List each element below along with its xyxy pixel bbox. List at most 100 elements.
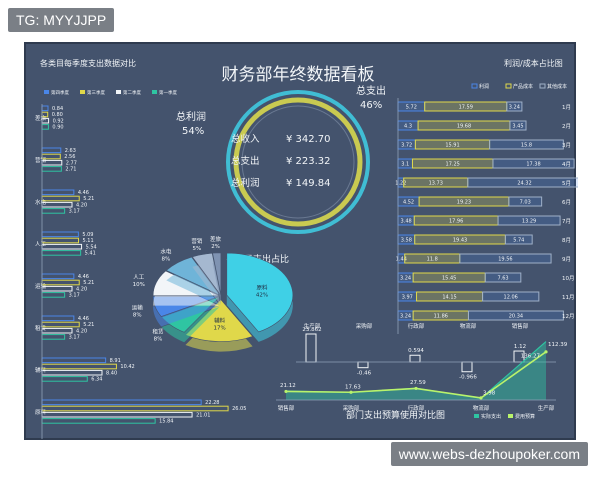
quarter-category-label: 原料 [35,408,47,416]
quarter-bar-label: 0.90 [52,125,63,131]
line-budget-point [349,390,353,394]
profit-cost-segment [482,291,540,302]
quarter-bar-label: 5.09 [82,232,93,238]
quarter-bar [41,105,49,112]
expense-pct: 46% [360,100,382,111]
line-value-label: 136.27 [521,354,541,360]
quarter-bar [41,321,80,328]
pie-slice-pct: 5% [193,246,202,252]
quarter-legend-swatch [44,90,49,94]
quarter-category-label: 租赁 [35,324,47,332]
profit-cost-segment-label: 19.43 [453,238,467,244]
line-category-label: 销售部 [278,404,295,412]
profit-cost-chart-title: 利润/成本占比图 [504,58,563,68]
quarter-bar-label: 5.54 [86,244,97,250]
quarter-bar-label: 2.77 [66,160,77,166]
profit-cost-segment-label: 3.48 [401,219,412,225]
summary-rows: 总收入 ¥ 342.70 总支出 ¥ 223.32 总利润 ¥ 149.84 [231,133,331,189]
profit-cost-legend-label: 产品成本 [513,83,533,90]
profit-cost-segment-label: 15.8 [521,143,532,149]
quarter-bar-label: 5.21 [83,322,94,328]
quarter-bar [41,166,62,172]
quarter-category-label: 辅料 [35,366,47,374]
line-category-label: 生产部 [538,404,555,412]
quarter-bar [41,208,66,214]
profit-cost-segment-label: 17.96 [449,219,463,225]
quarter-bar-label: 3.17 [69,293,80,299]
quarter-bar [41,357,107,364]
profit-cost-segment-label: 3.72 [401,143,412,149]
line-legend-label: 实际支出 [481,413,501,420]
line-chart-title: 部门支出预算使用对比图 [346,409,445,421]
quarter-category-label: 人工 [35,241,47,248]
quarter-bar [41,292,66,298]
quarter-bar-label: 0.92 [53,118,64,124]
quarter-bar [41,147,62,154]
summary-value-expense: ¥ 223.32 [286,156,331,167]
quarter-bar [41,124,49,130]
dashboard-canvas: 财务部年终数据看板 各类目每季度支出数据对比 利润/成本占比图 总利润 54% … [35,58,582,439]
line-value-label: 112.39 [548,342,568,348]
line-budget-point [479,396,483,400]
profit-cost-segment-label: 11.8 [427,257,438,263]
profit-cost-segment-label: 3.1 [401,162,409,168]
profit-cost-segment-label: 3.58 [401,238,412,244]
quarter-bar-label: 26.05 [232,406,246,412]
profit-cost-month-label: 5月 [562,180,571,187]
profit-cost-legend-swatch [471,83,478,89]
quarter-legend-label: 第三季度 [87,89,105,96]
dept-category-label: 物流部 [460,322,477,330]
profit-cost-month-label: 7月 [562,218,571,225]
dept-category-label: 采购部 [356,322,373,330]
quarter-bar-label: 5.21 [83,196,94,202]
profit-cost-month-label: 10月 [562,275,575,282]
quarter-bar [41,243,83,250]
quarter-bar-label: 8.40 [106,370,117,376]
line-value-label: 3.98 [483,390,496,396]
profit-gauge [226,90,370,234]
profit-cost-segment-label: 14.15 [442,295,456,301]
quarter-bar-label: 0.80 [52,112,63,118]
profit-cost-segment-label: 3.45 [512,124,523,130]
line-budget-point [284,389,288,394]
quarter-category-label: 差旅 [35,114,47,122]
profit-cost-segment [492,158,575,169]
quarter-bar [41,189,75,196]
quarter-bar [41,201,73,208]
summary-value-profit: ¥ 149.84 [286,178,331,189]
quarter-bar-label: 0.84 [52,106,63,112]
quarter-bar [41,411,193,418]
line-legend-swatch [508,414,513,418]
dept-bar-label: 1.12 [514,344,526,350]
quarter-bar [41,195,80,202]
quarter-bar-label: 5.41 [85,251,96,257]
quarter-bar-label: 21.01 [196,412,210,418]
quarter-bar [41,399,202,406]
quarter-bar-label: 4.46 [78,316,89,322]
quarter-bar-label: 8.91 [110,358,121,364]
pie-slice-pct: 8% [133,313,142,319]
quarter-bar-label: 2.71 [65,167,76,173]
summary-value-revenue: ¥ 342.70 [286,134,331,145]
profit-cost-segment-label: 19.68 [457,124,471,130]
quarter-bar [41,279,80,286]
profit-cost-legend-swatch [505,83,512,89]
profit-cost-segment-label: 3.24 [509,105,520,111]
profit-cost-segment-label: 24.32 [517,181,531,187]
pie-slice-label: 水电 [160,248,172,256]
quarter-legend-swatch [116,90,121,94]
gauge-thin-ring [241,105,355,219]
profit-cost-month-label: 1月 [562,104,571,111]
quarter-bar-label: 2.56 [64,154,75,160]
profit-cost-chart: 利润 产品成本 其他成本 5.72 17.59 3.24 1月 4.3 19.68 3.45 2月 3… [395,83,582,334]
dept-bar [409,354,421,363]
summary-label-revenue: 总收入 [231,133,260,145]
quarter-bar-label: 5.21 [83,280,94,286]
profit-cost-month-label: 4月 [562,161,571,168]
quarter-bar-label: 4.46 [78,274,89,280]
quarter-legend-swatch [80,90,85,94]
quarter-bar [41,273,75,280]
line-legend-swatch [474,414,479,418]
